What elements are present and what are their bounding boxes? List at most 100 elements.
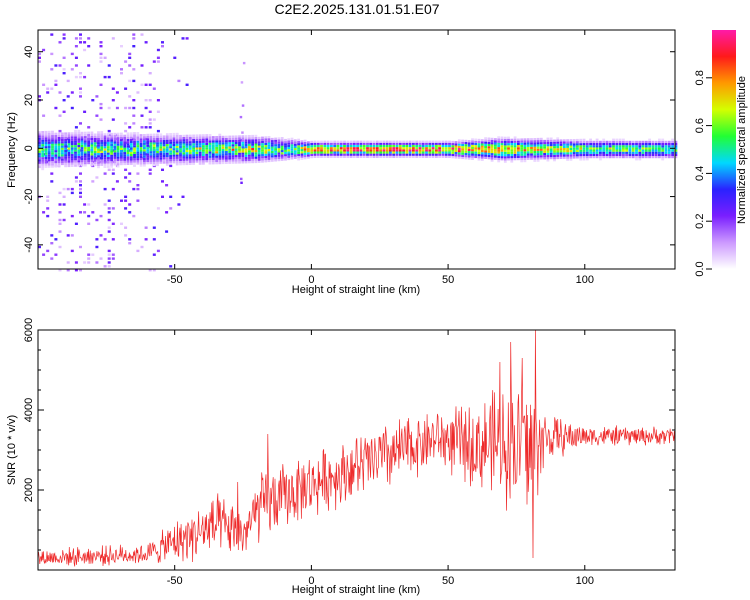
heatmap-cell [74, 126, 78, 129]
heatmap-cell [238, 148, 241, 151]
heatmap-cell [297, 156, 300, 159]
heatmap-cell [520, 153, 524, 156]
heatmap-cell [156, 161, 159, 164]
heatmap-cell [139, 136, 143, 139]
heatmap-cell [339, 149, 343, 152]
heatmap-cell [221, 151, 225, 154]
heatmap-cell [110, 135, 113, 138]
heatmap-cell [658, 140, 661, 143]
heatmap-cell [129, 147, 133, 150]
heatmap-cell [103, 265, 107, 268]
heatmap-cell [50, 172, 54, 175]
heatmap-cell [107, 226, 111, 229]
heatmap-cell [120, 160, 123, 163]
heatmap-cell [320, 149, 323, 152]
heatmap-cell [448, 155, 451, 158]
heatmap-cell [106, 159, 110, 162]
heatmap-cell [510, 138, 514, 141]
heatmap-cell [408, 153, 412, 156]
heatmap-cell [395, 155, 399, 158]
heatmap-cell [149, 138, 153, 141]
heatmap-cell [97, 146, 100, 149]
heatmap-cell [64, 160, 67, 163]
heatmap-cell [126, 162, 130, 165]
heatmap-cell [352, 142, 356, 145]
heatmap-cell [74, 222, 78, 225]
heatmap-cell [559, 150, 563, 153]
heatmap-cell [644, 149, 648, 152]
heatmap-cell [95, 95, 99, 98]
heatmap-cell [585, 156, 589, 159]
heatmap-cell [44, 137, 48, 140]
heatmap-cell [57, 145, 61, 148]
heatmap-cell [107, 106, 111, 110]
heatmap-cell [274, 146, 277, 149]
heatmap-cell [431, 155, 435, 158]
heatmap-cell [133, 138, 136, 141]
heatmap-cell [310, 151, 314, 154]
heatmap-cell [477, 141, 481, 144]
heatmap-cell [438, 142, 441, 145]
heatmap-cell [202, 153, 205, 156]
heatmap-cell [156, 99, 160, 102]
heatmap-cell [198, 145, 202, 148]
heatmap-cell [90, 142, 94, 145]
heatmap-cell [270, 146, 274, 149]
heatmap-cell [622, 151, 625, 154]
heatmap-cell [156, 133, 159, 136]
heatmap-cell [238, 161, 241, 164]
heatmap-cell [97, 153, 100, 156]
heatmap-cell [67, 143, 71, 146]
heatmap-cell [254, 150, 258, 153]
heatmap-cell [126, 136, 130, 139]
heatmap-cell [244, 159, 248, 162]
heatmap-cell [628, 140, 632, 143]
heatmap-cell [428, 144, 432, 148]
heatmap-cell [106, 135, 110, 138]
heatmap-cell [192, 138, 195, 141]
heatmap-cell [179, 163, 182, 166]
heatmap-cell [162, 137, 166, 140]
heatmap-cell [139, 153, 143, 156]
heatmap-cell [530, 157, 533, 160]
heatmap-cell [389, 144, 392, 148]
heatmap-cell [123, 156, 127, 159]
heatmap-cell [375, 155, 379, 158]
heatmap-cell [631, 151, 635, 154]
heatmap-cell [523, 151, 527, 154]
heatmap-cell [330, 140, 333, 143]
heatmap-cell [58, 129, 62, 133]
heatmap-cell [120, 139, 123, 142]
heatmap-cell [303, 157, 307, 160]
heatmap-cell [80, 153, 84, 156]
heatmap-cell [359, 144, 363, 148]
heatmap-cell [608, 145, 612, 148]
heatmap-cell [503, 158, 507, 161]
heatmap-cell [107, 249, 111, 253]
heatmap-cell [412, 142, 415, 145]
heatmap-cell [123, 152, 127, 155]
heatmap-cell [54, 150, 58, 153]
heatmap-cell [533, 153, 537, 156]
heatmap-cell [608, 149, 612, 152]
heatmap-cell [398, 151, 402, 154]
heatmap-cell [635, 156, 638, 159]
heatmap-cell [444, 147, 448, 150]
heatmap-cell [188, 138, 192, 142]
heatmap-cell [50, 242, 54, 245]
heatmap-cell [385, 151, 389, 154]
heatmap-cell [110, 150, 113, 153]
heatmap-cell [44, 135, 48, 138]
heatmap-cell [284, 141, 287, 144]
heatmap-cell [80, 136, 84, 139]
heatmap-cell [605, 147, 609, 150]
heatmap-cell [257, 145, 261, 148]
heatmap-cell [385, 144, 389, 148]
heatmap-cell [225, 137, 228, 141]
heatmap-cell [602, 145, 606, 148]
heatmap-cell [241, 157, 245, 160]
heatmap-cell [129, 156, 133, 159]
heatmap-cell [280, 141, 284, 144]
heatmap-cell [661, 145, 665, 148]
heatmap-cell [270, 157, 274, 160]
